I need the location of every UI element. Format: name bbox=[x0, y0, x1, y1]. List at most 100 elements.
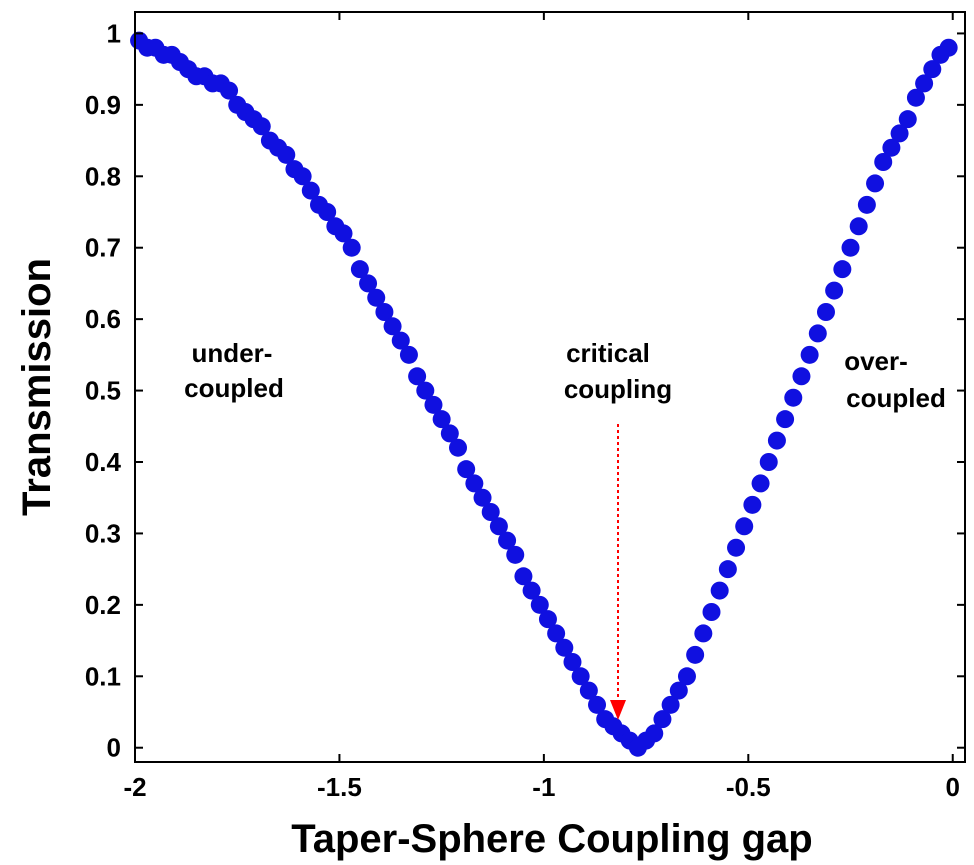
data-point bbox=[686, 645, 705, 664]
data-point bbox=[653, 710, 672, 729]
critical-coupling-label-line1: critical bbox=[566, 338, 650, 368]
y-tick-label: 0.3 bbox=[85, 518, 121, 548]
data-point bbox=[514, 567, 533, 586]
data-point bbox=[661, 695, 680, 714]
data-point bbox=[833, 260, 852, 279]
data-point bbox=[743, 495, 762, 514]
data-point bbox=[538, 610, 557, 629]
y-tick-label: 0.5 bbox=[85, 376, 121, 406]
y-tick-label: 0.1 bbox=[85, 661, 121, 691]
data-point bbox=[759, 453, 778, 471]
data-point bbox=[735, 517, 754, 536]
data-point bbox=[350, 260, 369, 279]
data-point bbox=[751, 474, 770, 493]
y-tick-label: 0.8 bbox=[85, 161, 121, 191]
over-coupled-label-line1: over- bbox=[844, 346, 908, 376]
data-point bbox=[391, 331, 410, 350]
data-point bbox=[874, 153, 893, 171]
data-point bbox=[489, 517, 508, 536]
x-tick-label: -1.5 bbox=[317, 772, 362, 802]
data-point bbox=[588, 695, 607, 714]
data-point bbox=[857, 195, 876, 214]
data-point bbox=[898, 110, 917, 129]
data-point bbox=[465, 474, 484, 493]
data-point bbox=[252, 117, 271, 136]
data-point bbox=[399, 345, 418, 364]
data-point bbox=[220, 81, 239, 100]
data-point bbox=[449, 438, 468, 457]
data-point bbox=[318, 203, 337, 221]
x-tick-label: -2 bbox=[123, 772, 146, 802]
x-axis-label: Taper-Sphere Coupling gap bbox=[291, 817, 813, 861]
data-points bbox=[130, 31, 958, 757]
data-point bbox=[645, 724, 664, 743]
over-coupled-label-line2: coupled bbox=[846, 383, 946, 413]
data-point bbox=[522, 581, 541, 600]
data-point bbox=[718, 560, 737, 579]
data-point bbox=[767, 431, 786, 450]
data-point bbox=[890, 124, 909, 143]
data-point bbox=[669, 681, 688, 700]
data-point bbox=[555, 638, 574, 657]
x-tick-label: -1 bbox=[532, 772, 555, 802]
data-point bbox=[424, 395, 443, 414]
data-point bbox=[440, 424, 459, 443]
data-point bbox=[776, 410, 795, 429]
data-point bbox=[473, 488, 492, 507]
data-point bbox=[808, 324, 827, 343]
data-point bbox=[939, 38, 958, 57]
data-point bbox=[906, 88, 925, 107]
y-tick-label: 0.4 bbox=[85, 447, 122, 477]
y-tick-label: 0 bbox=[107, 733, 121, 763]
data-point bbox=[800, 345, 819, 364]
data-point bbox=[383, 317, 402, 336]
data-point bbox=[579, 681, 598, 700]
data-point bbox=[792, 367, 811, 386]
data-point bbox=[457, 460, 476, 479]
data-point bbox=[816, 303, 835, 321]
critical-coupling-arrowhead bbox=[610, 700, 626, 720]
data-point bbox=[727, 538, 746, 557]
under-coupled-label-line2: coupled bbox=[184, 373, 284, 403]
data-point bbox=[334, 224, 353, 243]
data-point bbox=[547, 624, 566, 643]
y-tick-label: 0.6 bbox=[85, 304, 121, 334]
data-point bbox=[702, 603, 721, 621]
data-point bbox=[375, 303, 394, 321]
y-tick-label: 0.7 bbox=[85, 233, 121, 263]
data-point bbox=[571, 667, 590, 686]
y-axis-label: Transmission bbox=[15, 258, 59, 516]
data-point bbox=[915, 74, 934, 93]
data-point bbox=[301, 181, 320, 200]
data-point bbox=[841, 238, 860, 257]
data-point bbox=[367, 288, 386, 307]
x-tick-label: -0.5 bbox=[726, 772, 771, 802]
data-point bbox=[293, 167, 312, 186]
data-point bbox=[784, 388, 803, 407]
data-point bbox=[481, 503, 500, 521]
data-point bbox=[408, 367, 427, 386]
data-point bbox=[530, 595, 549, 614]
plot-frame bbox=[134, 11, 966, 763]
data-point bbox=[825, 281, 844, 300]
y-tick-label: 0.9 bbox=[85, 90, 121, 120]
y-tick-label: 0.2 bbox=[85, 590, 121, 620]
x-tick-label: 0 bbox=[945, 772, 959, 802]
data-point bbox=[416, 381, 435, 400]
axis-ticks: -2 -1.5 -1 -0.5 0 0 0.1 0.2 0.3 0.4 0.5 0.6 0.7 0.8 0.… bbox=[85, 12, 965, 802]
data-point bbox=[923, 60, 942, 79]
data-point bbox=[506, 545, 525, 564]
data-point bbox=[677, 667, 696, 686]
under-coupled-label-line1: under- bbox=[192, 338, 273, 368]
data-point bbox=[882, 138, 901, 157]
data-point bbox=[866, 174, 885, 193]
data-point bbox=[277, 145, 296, 164]
data-point bbox=[498, 531, 517, 550]
data-point bbox=[710, 581, 729, 600]
y-tick-label: 1 bbox=[107, 18, 121, 48]
data-point bbox=[432, 410, 451, 429]
data-point bbox=[694, 624, 713, 643]
data-point bbox=[359, 274, 378, 293]
data-point bbox=[849, 217, 868, 236]
